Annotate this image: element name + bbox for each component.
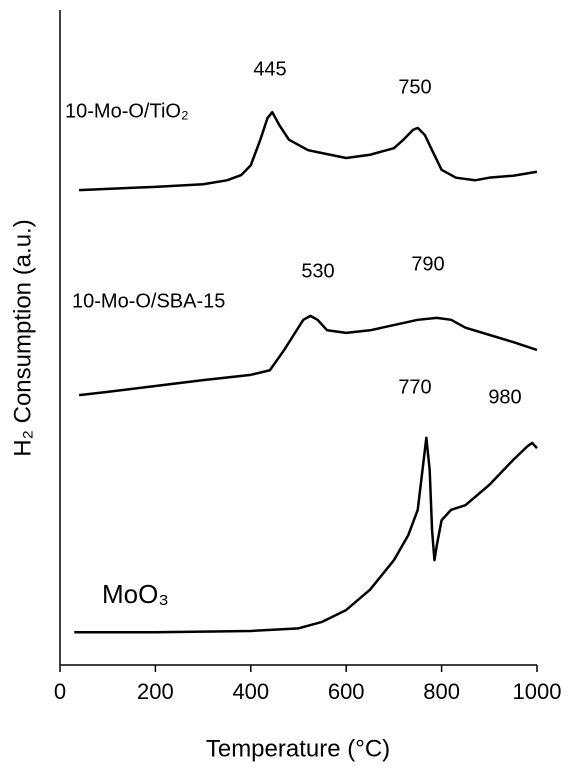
series-label: 10-Mo-O/SBA-15 (72, 290, 225, 312)
peak-label: 770 (398, 376, 431, 398)
series-label: 10-Mo-O/TiO₂ (65, 100, 189, 122)
line (78, 314, 538, 397)
line (74, 436, 538, 634)
peak-label: 445 (253, 58, 286, 80)
series-label: MoO₃ (102, 579, 169, 609)
x-axis-label: Temperature (°C) (206, 735, 390, 762)
x-tick-label: 200 (137, 679, 174, 704)
x-tick-label: 1000 (513, 679, 562, 704)
peak-label: 980 (488, 386, 521, 408)
x-tick-label: 400 (232, 679, 269, 704)
x-tick-label: 800 (423, 679, 460, 704)
x-tick-label: 0 (54, 679, 66, 704)
peak-label: 530 (301, 260, 334, 282)
y-axis-label: H₂ Consumption (a.u.) (9, 219, 36, 456)
peak-label: 790 (411, 253, 444, 275)
x-tick-label: 600 (328, 679, 365, 704)
peak-label: 750 (398, 76, 431, 98)
line (79, 110, 538, 192)
